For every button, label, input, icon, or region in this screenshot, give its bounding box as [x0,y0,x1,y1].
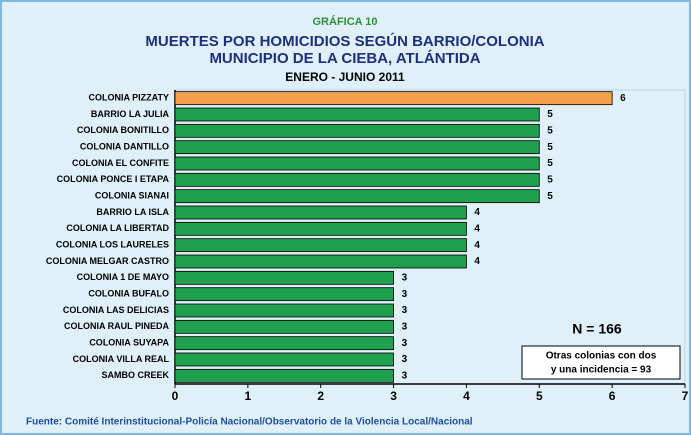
bar [174,172,540,187]
x-tick-label: 6 [609,389,616,403]
value-label: 3 [402,272,408,283]
bar [174,352,394,367]
y-tick-label: BARRIO LA ISLA [96,207,169,217]
value-label: 5 [547,158,553,169]
value-label: 3 [402,289,408,300]
y-tick-label: COLONIA LOS LAURELES [56,240,169,250]
bar [174,221,467,236]
value-label: 4 [474,223,480,234]
x-tick-label: 7 [682,389,689,403]
subtitle: ENERO - JUNIO 2011 [285,70,405,84]
y-tick-label: COLONIA DANTILLO [80,142,169,152]
bar [174,303,394,318]
y-tick-label: COLONIA SUYAPA [89,338,169,348]
value-label: 3 [402,338,408,349]
y-tick-label: COLONIA VILLA REAL [73,354,170,364]
y-tick-label: COLONIA BUFALO [88,289,169,299]
y-tick-label: BARRIO LA JULIA [91,109,170,119]
y-tick-label: COLONIA PONCE I ETAPA [57,174,170,184]
y-tick-label: COLONIA LA LIBERTAD [66,223,169,233]
value-label: 5 [547,109,553,120]
value-label: 4 [474,207,480,218]
y-tick-label: COLONIA RAUL PINEDA [64,321,170,331]
chart-title: MUNICIPIO DE LA CIEBA, ATLÁNTIDA [209,50,480,67]
note-box [521,345,681,380]
y-tick-label: COLONIA BONITILLO [77,125,169,135]
value-label: 5 [547,174,553,185]
bar [174,254,467,269]
source: Fuente: Comité Interinstitucional-Policí… [26,417,473,428]
y-tick-label: COLONIA MELGAR CASTRO [46,256,169,266]
bar [174,107,540,122]
bar [174,368,394,383]
bar [174,140,540,155]
chart-title: MUERTES POR HOMICIDIOS SEGÚN BARRIO/COLO… [145,32,544,50]
x-tick-label: 0 [172,389,179,403]
x-tick-label: 1 [245,389,252,403]
value-label: 5 [547,125,553,136]
y-tick-label: COLONIA 1 DE MAYO [77,272,169,282]
bar [174,123,540,138]
bar [174,270,394,285]
bar [174,156,540,171]
y-tick-label: COLONIA LAS DELICIAS [63,305,169,315]
x-tick-label: 3 [390,389,397,403]
value-label: 5 [547,142,553,153]
y-tick-label: COLONIA SIANAI [95,191,169,201]
bar [174,336,394,351]
note-text: Otras colonias con dos [546,351,657,362]
value-label: 3 [402,321,408,332]
bar [174,91,613,106]
value-label: 6 [620,93,626,104]
value-label: 3 [402,354,408,365]
y-tick-label: COLONIA EL CONFITE [72,158,169,168]
y-tick-label: SAMBO CREEK [101,370,169,380]
bar [174,319,394,334]
x-tick-label: 4 [463,389,470,403]
value-label: 4 [474,256,480,267]
x-tick-label: 2 [317,389,324,403]
value-label: 3 [402,305,408,316]
bar [174,205,467,220]
note-text: y una incidencia = 93 [551,365,652,376]
supertitle: GRÁFICA 10 [313,15,378,28]
x-tick-label: 5 [536,389,543,403]
y-tick-label: COLONIA PIZZATY [89,93,170,103]
bar [174,287,394,302]
bar [174,189,540,204]
value-label: 4 [474,240,480,251]
value-label: 3 [402,370,408,381]
bar [174,238,467,253]
annotation: N = 166 [572,321,622,337]
value-label: 5 [547,191,553,202]
